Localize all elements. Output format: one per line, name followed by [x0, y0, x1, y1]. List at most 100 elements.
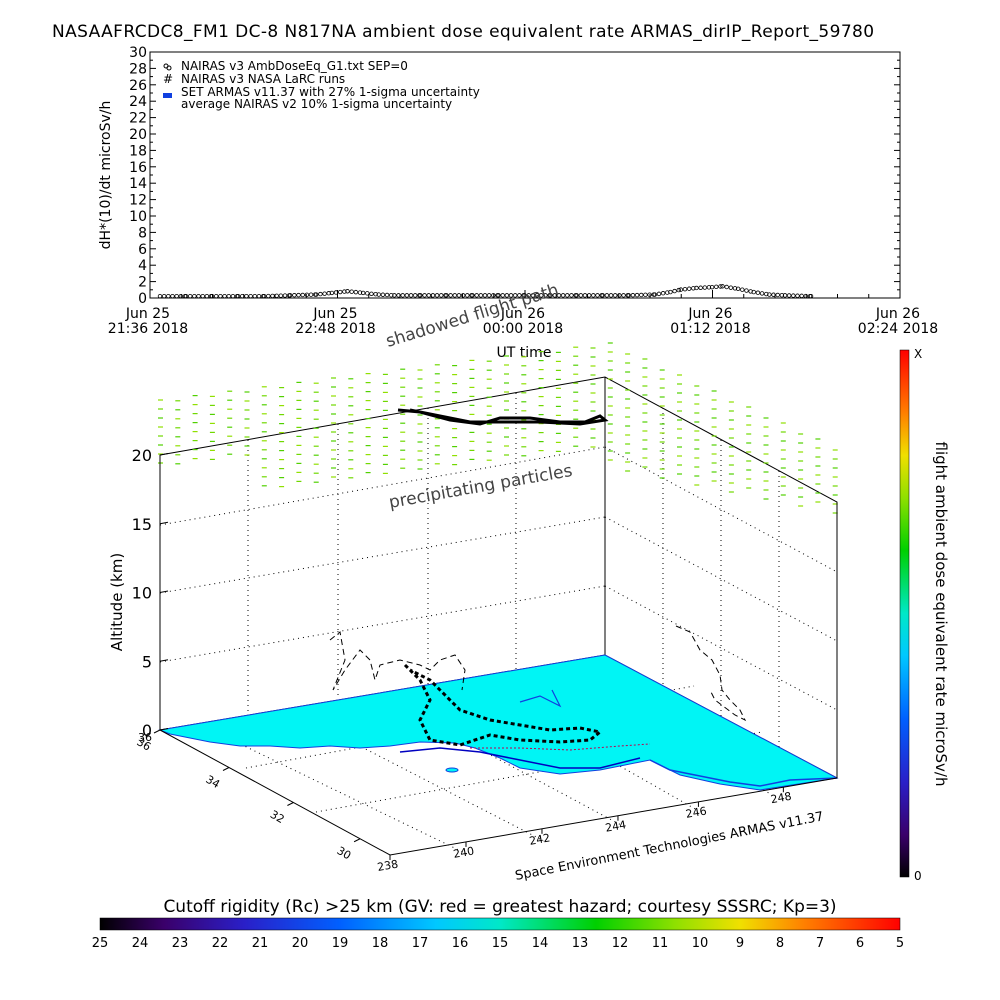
series-point [235, 293, 241, 299]
rigidity-tick-label: 5 [896, 936, 904, 951]
rigidity-tick-label: 20 [292, 936, 309, 951]
y-tick-label: 28 [129, 61, 147, 77]
flight-path-shadow-left [329, 631, 466, 691]
lon-tick-label: 242 [528, 831, 551, 847]
series-point [161, 293, 167, 299]
series-point [413, 293, 418, 298]
rigidity-tick-label: 19 [332, 936, 349, 951]
series-point [702, 285, 707, 290]
series-point [578, 293, 584, 298]
series-point [676, 287, 681, 293]
y-axis-label: dH*(10)/dt microSv/h [98, 101, 114, 250]
series-point [665, 290, 670, 295]
x-tick-label-date: Jun 26 [500, 306, 545, 322]
series-point [333, 290, 339, 295]
series-point [694, 285, 699, 291]
lon-tick-label: 240 [452, 844, 475, 860]
colorbar-max-label: X [914, 347, 922, 361]
rigidity-tick-label: 8 [776, 936, 784, 951]
series-point [304, 292, 310, 298]
series-point [560, 293, 566, 298]
series-point [732, 286, 738, 291]
series-point [338, 289, 343, 295]
y-tick-label: 4 [138, 258, 147, 274]
rigidity-tick-label: 18 [372, 936, 389, 951]
x-tick-label-date: Jun 25 [312, 306, 357, 322]
series-point [373, 292, 378, 297]
series-point [282, 293, 288, 298]
series-point [755, 290, 761, 295]
series-point [434, 293, 440, 298]
series-point [759, 291, 765, 296]
lat-tick [222, 767, 230, 771]
series-point [647, 292, 652, 297]
rigidity-tick-label: 9 [736, 936, 744, 951]
lat-tick-label: 36 [138, 731, 152, 744]
series-point [448, 293, 453, 298]
series-point [345, 289, 350, 294]
series-point [478, 293, 484, 298]
series-point [196, 293, 201, 299]
series-point [608, 293, 614, 298]
x-tick-label-date: Jun 26 [687, 306, 732, 322]
x-tick-label-time: 00:00 2018 [483, 321, 563, 337]
rigidity-tick-label: 23 [172, 936, 189, 951]
series-point [256, 293, 262, 299]
series-point [548, 293, 553, 298]
lat-tick-label: 34 [204, 773, 223, 791]
series-point [652, 292, 657, 297]
series-point [465, 293, 470, 298]
rigidity-tick-label: 15 [492, 936, 509, 951]
series-point [296, 292, 301, 298]
lon-tick-label: 238 [376, 858, 399, 874]
series-point [218, 293, 223, 299]
series-point [534, 293, 540, 298]
series-point [252, 293, 257, 299]
series-point [643, 292, 648, 298]
series-point [660, 291, 666, 296]
z-tick [159, 453, 169, 456]
series-point [698, 285, 703, 290]
flight-path-ground [403, 663, 604, 747]
y-tick-label: 30 [129, 45, 147, 61]
series-point [656, 291, 662, 297]
series-point [786, 293, 792, 298]
x-axis-label: UT time [497, 345, 552, 361]
legend-symbol-circles [163, 63, 172, 71]
series-point [634, 292, 640, 298]
annotation-credit: Space Environment Technologies ARMAS v11… [514, 809, 825, 884]
series-point [166, 293, 171, 299]
chart-title: NASAAFRCDC8_FM1 DC-8 N817NA ambient dose… [52, 22, 875, 42]
series-point [261, 293, 267, 299]
legend-entry-4: average NAIRAS v2 10% 1-sigma uncertaint… [181, 97, 452, 111]
flight-paths [329, 408, 747, 751]
series-point [200, 293, 205, 299]
series-point [426, 293, 431, 298]
series-point [504, 293, 510, 298]
series-point [365, 291, 370, 296]
series-point [751, 289, 756, 295]
rigidity-colorbar-gradient [99, 917, 901, 931]
series-point [791, 293, 796, 298]
series-point [174, 293, 179, 299]
series-point [308, 292, 314, 297]
series-point [630, 293, 636, 298]
series-point [314, 292, 319, 297]
legend-symbol-hash: # [163, 72, 173, 86]
series-point [318, 291, 323, 297]
series-point [360, 290, 366, 296]
rigidity-tick-label: 22 [212, 936, 229, 951]
legend-entry-1: NAIRAS v3 AmbDoseEq_G1.txt SEP=0 [181, 59, 408, 73]
series-point [668, 289, 673, 295]
legend-entry-3: SET ARMAS v11.37 with 27% 1-sigma uncert… [181, 85, 480, 99]
ground-track [470, 743, 651, 751]
x-tick-label-time: 02:24 2018 [858, 321, 938, 337]
series-point [728, 285, 734, 290]
y-tick-label: 2 [138, 275, 147, 291]
series-point [170, 293, 175, 299]
series-point [779, 292, 785, 298]
z-tick [159, 728, 169, 731]
series-point [278, 293, 284, 298]
